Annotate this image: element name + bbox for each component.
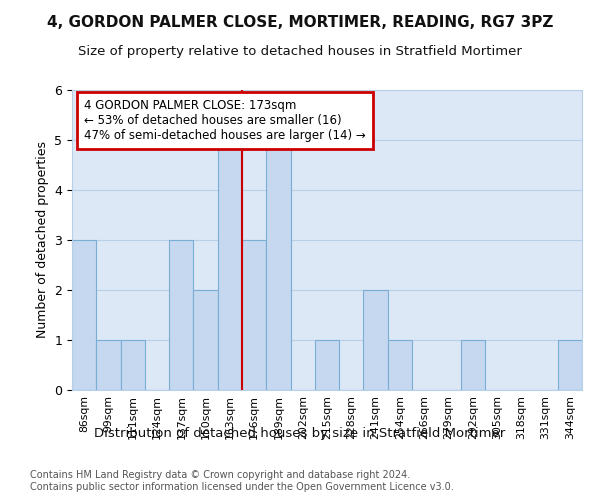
Text: Contains public sector information licensed under the Open Government Licence v3: Contains public sector information licen… bbox=[30, 482, 454, 492]
Bar bbox=[72, 240, 96, 390]
Text: 4, GORDON PALMER CLOSE, MORTIMER, READING, RG7 3PZ: 4, GORDON PALMER CLOSE, MORTIMER, READIN… bbox=[47, 15, 553, 30]
Bar bbox=[388, 340, 412, 390]
Bar bbox=[364, 290, 388, 390]
Bar bbox=[315, 340, 339, 390]
Bar bbox=[558, 340, 582, 390]
Bar bbox=[193, 290, 218, 390]
Bar bbox=[242, 240, 266, 390]
Bar bbox=[461, 340, 485, 390]
Bar bbox=[96, 340, 121, 390]
Bar bbox=[266, 140, 290, 390]
Bar bbox=[121, 340, 145, 390]
Text: Distribution of detached houses by size in Stratfield Mortimer: Distribution of detached houses by size … bbox=[94, 428, 506, 440]
Text: Contains HM Land Registry data © Crown copyright and database right 2024.: Contains HM Land Registry data © Crown c… bbox=[30, 470, 410, 480]
Y-axis label: Number of detached properties: Number of detached properties bbox=[36, 142, 49, 338]
Bar bbox=[218, 140, 242, 390]
Text: Size of property relative to detached houses in Stratfield Mortimer: Size of property relative to detached ho… bbox=[78, 45, 522, 58]
Bar bbox=[169, 240, 193, 390]
Text: 4 GORDON PALMER CLOSE: 173sqm
← 53% of detached houses are smaller (16)
47% of s: 4 GORDON PALMER CLOSE: 173sqm ← 53% of d… bbox=[84, 99, 366, 142]
